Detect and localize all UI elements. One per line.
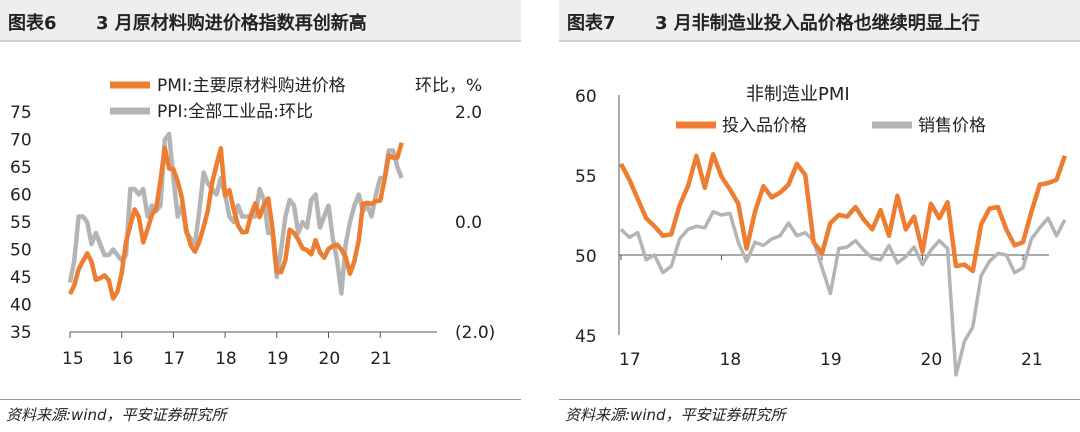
series-lines: [67, 131, 404, 301]
x-tick-label: 15: [62, 349, 84, 369]
x-tick-label: 17: [163, 349, 185, 369]
series-line-input-price: [619, 151, 1068, 274]
right-axis-label: 环比，%: [415, 76, 482, 96]
source-note: 资料来源:wind，平安证券研究所: [565, 406, 786, 424]
y-tick-label: 50: [10, 241, 32, 261]
x-axis: 15 16 17 18 19 20 21: [62, 331, 437, 369]
y-tick-label: 60: [575, 87, 597, 107]
y-tick-label: 45: [575, 327, 597, 347]
left-axis-ticks: 75 70 65 60 55 50 45 40 35: [10, 103, 32, 343]
y-axis-ticks: 60 55 50 45: [575, 87, 597, 347]
x-tick-label: 20: [319, 349, 341, 369]
y-tick-label: 65: [10, 158, 32, 178]
legend-label: 销售价格: [918, 116, 986, 136]
figure-label: 图表6: [8, 13, 57, 34]
chart-panel-left: 图表6 3 月原材料购进价格指数再创新高 PMI:主要原材料购进价格 PPI:全…: [0, 0, 521, 432]
x-tick-label: 19: [820, 350, 842, 370]
figure-label: 图表7: [567, 13, 616, 34]
y-tick-label: 50: [575, 247, 597, 267]
y-tick-label: 60: [10, 186, 32, 206]
figure-title: 3 月非制造业投入品价格也继续明显上行: [655, 13, 980, 34]
legend-label: 投入品价格: [722, 116, 807, 136]
right-axis-ticks: 2.0 0.0 (2.0): [455, 103, 495, 343]
source-divider: [0, 399, 521, 400]
y-tick-label: 55: [10, 213, 32, 233]
legend-label: PMI:主要原材料购进价格: [157, 76, 346, 96]
figure-header: 图表6 3 月原材料购进价格指数再创新高: [0, 0, 521, 42]
x-tick-label: 17: [619, 350, 641, 370]
chart-left: PMI:主要原材料购进价格 PPI:全部工业品:环比 环比，% 75 70 65 60…: [10, 76, 495, 369]
y-tick-label: 75: [10, 103, 32, 123]
y2-tick-label: 2.0: [455, 103, 482, 123]
x-tick-label: 21: [1021, 350, 1043, 370]
series-line-sales-price: [619, 210, 1067, 377]
x-tick-label: 20: [921, 350, 943, 370]
series-lines: [619, 151, 1068, 377]
x-axis: 17 18 19 20 21: [618, 95, 1049, 370]
x-tick-label: 19: [267, 349, 289, 369]
y-tick-label: 55: [575, 167, 597, 187]
y-tick-label: 45: [10, 268, 32, 288]
chart-right: 非制造业PMI 投入品价格 销售价格 60 55 50 45 17 18 19 20 21: [575, 84, 1068, 377]
y2-tick-label: 0.0: [455, 213, 482, 233]
source-divider: [559, 399, 1080, 400]
y-tick-label: 35: [10, 323, 32, 343]
x-tick-label: 18: [720, 350, 742, 370]
y2-tick-label: (2.0): [455, 323, 495, 343]
chart-panel-right: 图表7 3 月非制造业投入品价格也继续明显上行 非制造业PMI 投入品价格 销售…: [559, 0, 1080, 432]
x-tick-label: 18: [215, 349, 237, 369]
legend-label: PPI:全部工业品:环比: [157, 102, 313, 122]
series-line-pmi-raw-material: [67, 142, 404, 301]
y-tick-label: 40: [10, 296, 32, 316]
figure-header: 图表7 3 月非制造业投入品价格也继续明显上行: [559, 0, 1080, 42]
figure-title: 3 月原材料购进价格指数再创新高: [96, 13, 367, 34]
y-tick-label: 70: [10, 131, 32, 151]
x-tick-label: 16: [112, 349, 134, 369]
chart-title: 非制造业PMI: [746, 84, 850, 105]
x-tick-label: 21: [370, 349, 392, 369]
source-note: 资料来源:wind，平安证券研究所: [6, 406, 227, 424]
